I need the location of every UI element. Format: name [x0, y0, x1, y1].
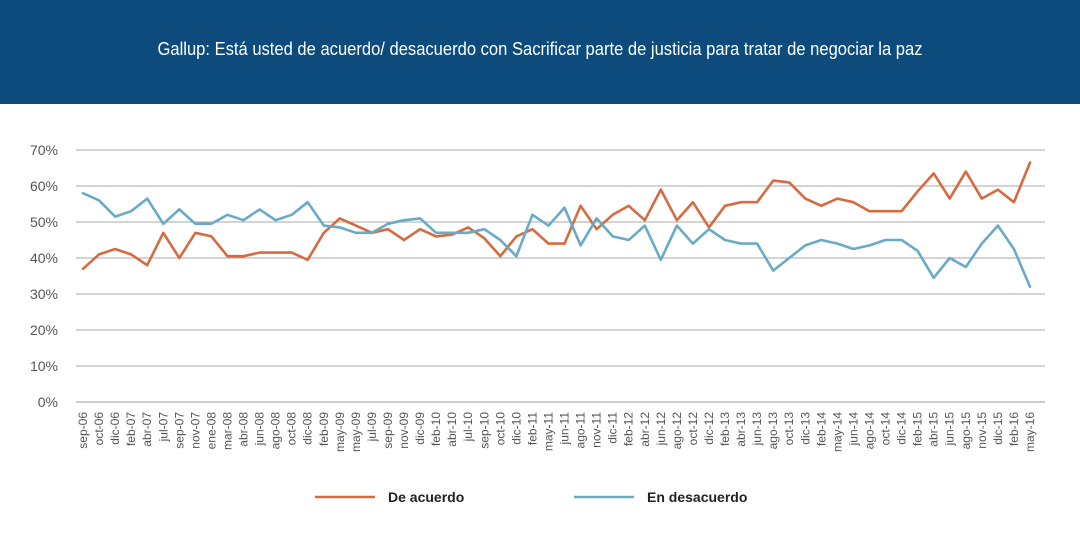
- x-tick-label: abr-07: [140, 412, 154, 447]
- x-tick-label: ago-08: [269, 412, 283, 450]
- x-tick-label: feb-16: [1007, 412, 1021, 446]
- y-tick-label: 70%: [30, 142, 58, 158]
- x-tick-label: dic-06: [108, 412, 122, 445]
- x-tick-label: ago-11: [574, 412, 588, 449]
- y-tick-label: 30%: [30, 286, 58, 302]
- x-tick-label: sep-06: [76, 412, 90, 449]
- y-tick-label: 0%: [38, 394, 58, 410]
- y-tick-label: 50%: [30, 214, 58, 230]
- x-tick-label: nov-09: [397, 412, 411, 449]
- x-tick-label: feb-10: [429, 412, 443, 446]
- x-tick-label: jun-14: [846, 412, 860, 447]
- line-chart: 0%10%20%30%40%50%60%70% sep-06 oct-06 dic-…: [30, 142, 1045, 505]
- title-banner: Gallup: Está usted de acuerdo/ desacuerd…: [0, 0, 1080, 104]
- x-tick-label: may-09: [333, 412, 347, 452]
- x-tick-label: may-09: [349, 412, 363, 452]
- x-tick-label: ago-15: [959, 412, 973, 450]
- x-tick-label: jun-12: [654, 412, 668, 447]
- x-tick-label: feb-13: [718, 412, 732, 446]
- x-tick-label: abr-12: [638, 412, 652, 447]
- x-tick-label: sep-10: [477, 412, 491, 449]
- x-tick-label: nov-15: [975, 412, 989, 449]
- x-tick-label: nov-11: [590, 412, 604, 448]
- x-tick-label: jun-11: [558, 412, 572, 446]
- x-tick-label: sep-07: [172, 412, 186, 449]
- series-line-1: [81, 161, 1032, 271]
- x-tick-label: dic-09: [413, 412, 427, 445]
- page-title: Gallup: Está usted de acuerdo/ desacuerd…: [157, 39, 923, 59]
- x-axis: sep-06 oct-06 dic-06 feb-07 abr-07 jul-07 sep-…: [76, 412, 1037, 452]
- x-tick-label: feb-11: [525, 412, 539, 445]
- series-line-2: [81, 191, 1032, 289]
- series-lines: [81, 161, 1032, 289]
- x-tick-label: abr-13: [734, 412, 748, 447]
- legend-label: De acuerdo: [388, 489, 464, 505]
- x-tick-label: oct-12: [686, 412, 700, 446]
- x-tick-label: jun-08: [253, 412, 267, 447]
- y-tick-label: 10%: [30, 358, 58, 374]
- y-tick-label: 40%: [30, 250, 58, 266]
- legend: De acuerdo En desacuerdo: [315, 489, 747, 505]
- x-tick-label: jun-13: [750, 412, 764, 447]
- y-tick-label: 20%: [30, 322, 58, 338]
- x-tick-label: oct-14: [879, 412, 893, 446]
- x-tick-label: abr-15: [927, 412, 941, 447]
- x-tick-label: ago-14: [862, 412, 876, 450]
- x-tick-label: dic-15: [991, 412, 1005, 445]
- x-tick-label: feb-15: [911, 412, 925, 446]
- x-tick-label: dic-10: [509, 412, 523, 445]
- x-tick-label: dic-11: [606, 412, 620, 444]
- x-tick-label: nov-07: [188, 412, 202, 449]
- x-tick-label: ago-13: [766, 412, 780, 450]
- x-tick-label: abr-10: [445, 412, 459, 447]
- x-tick-label: oct-06: [92, 412, 106, 446]
- x-tick-label: feb-14: [814, 412, 828, 446]
- x-tick-label: mar-08: [220, 412, 234, 450]
- y-tick-label: 60%: [30, 178, 58, 194]
- x-tick-label: jul-07: [156, 412, 170, 443]
- x-tick-label: oct-13: [782, 412, 796, 446]
- x-tick-label: jul-09: [365, 412, 379, 443]
- x-tick-label: ene-08: [204, 412, 218, 450]
- x-tick-label: dic-13: [798, 412, 812, 445]
- x-tick-label: feb-09: [317, 412, 331, 446]
- y-axis: 0% 10% 20% 30% 40% 50% 60% 70%: [30, 142, 58, 410]
- x-tick-label: dic-08: [301, 412, 315, 445]
- x-tick-label: feb-07: [124, 412, 138, 446]
- x-tick-label: oct-08: [285, 412, 299, 446]
- x-tick-label: ago-12: [670, 412, 684, 450]
- legend-label: En desacuerdo: [647, 489, 747, 505]
- x-tick-label: sep-09: [381, 412, 395, 449]
- x-tick-label: may-16: [1023, 412, 1037, 452]
- x-tick-label: oct-10: [493, 412, 507, 446]
- x-tick-label: jun-15: [943, 412, 957, 447]
- x-tick-label: dic-14: [895, 412, 909, 445]
- x-tick-label: dic-12: [702, 412, 716, 445]
- x-tick-label: jul-10: [461, 412, 475, 443]
- x-tick-label: feb-12: [622, 412, 636, 446]
- x-tick-label: may-11: [541, 412, 555, 451]
- x-tick-label: may-14: [830, 412, 844, 452]
- gridlines: [76, 149, 1045, 403]
- x-tick-label: abr-08: [237, 412, 251, 447]
